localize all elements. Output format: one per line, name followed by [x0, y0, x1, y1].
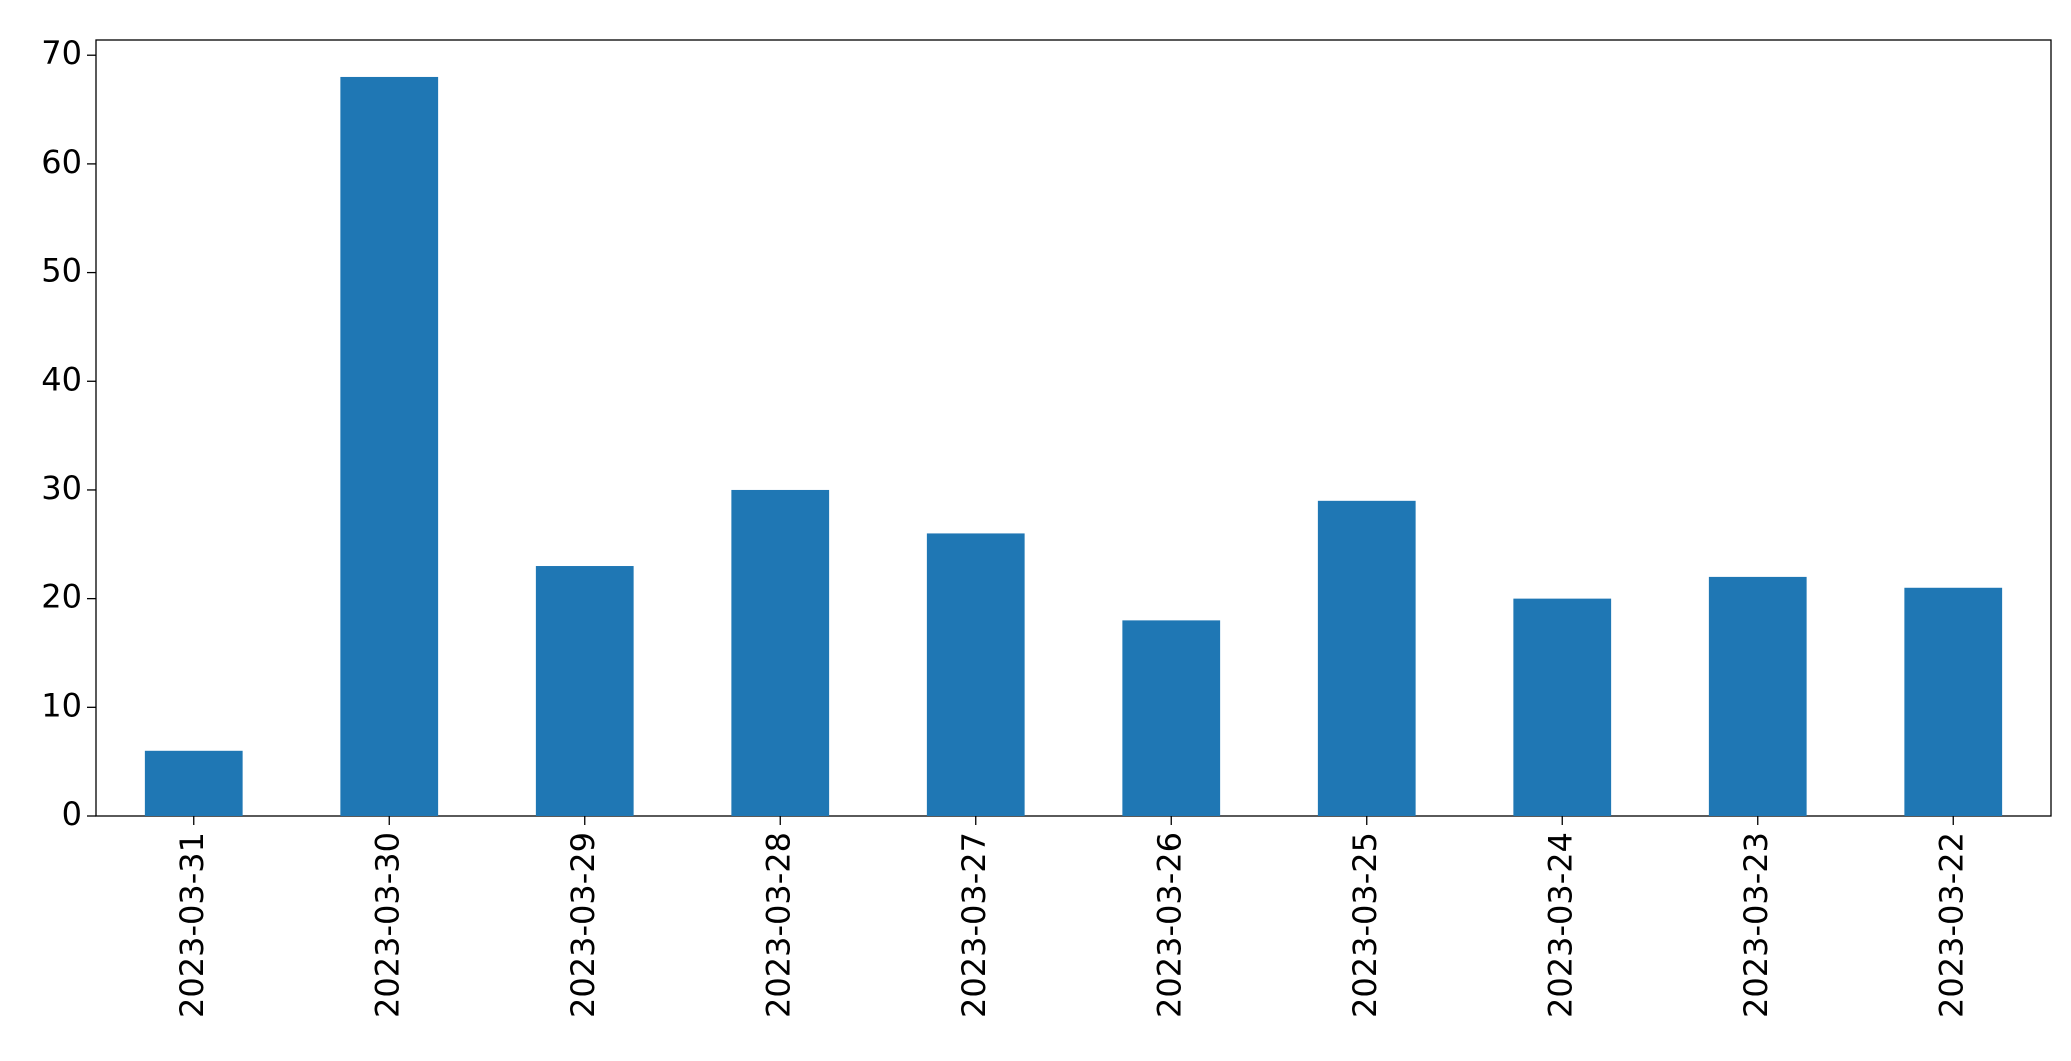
- y-tick-label: 0: [62, 795, 82, 833]
- x-tick-label: 2023-03-23: [1737, 832, 1775, 1018]
- x-tick-label: 2023-03-27: [955, 832, 993, 1018]
- bar: [144, 750, 243, 816]
- x-tick-label: 2023-03-26: [1150, 832, 1188, 1018]
- bar: [1317, 500, 1416, 816]
- y-tick-label: 20: [41, 578, 82, 616]
- bar: [340, 76, 439, 816]
- bar: [535, 566, 634, 816]
- y-tick-label: 30: [41, 469, 82, 507]
- x-tick-label: 2023-03-22: [1932, 832, 1970, 1018]
- bar: [1513, 598, 1612, 816]
- x-tick-label: 2023-03-30: [368, 832, 406, 1018]
- bar: [1904, 587, 2003, 816]
- bar: [1708, 576, 1807, 816]
- x-tick-label: 2023-03-28: [759, 832, 797, 1018]
- x-tick-label: 2023-03-31: [173, 832, 211, 1018]
- y-tick-label: 60: [41, 143, 82, 181]
- x-tick-label: 2023-03-25: [1346, 832, 1384, 1018]
- y-tick-label: 40: [41, 360, 82, 398]
- bar: [926, 533, 1025, 816]
- x-tick-label: 2023-03-29: [564, 832, 602, 1018]
- bar: [731, 489, 830, 816]
- y-tick-label: 70: [41, 34, 82, 72]
- bar: [1122, 620, 1221, 816]
- y-tick-label: 10: [41, 686, 82, 724]
- y-tick-label: 50: [41, 252, 82, 290]
- plot-frame: [95, 39, 2052, 817]
- x-tick-label: 2023-03-24: [1541, 832, 1579, 1018]
